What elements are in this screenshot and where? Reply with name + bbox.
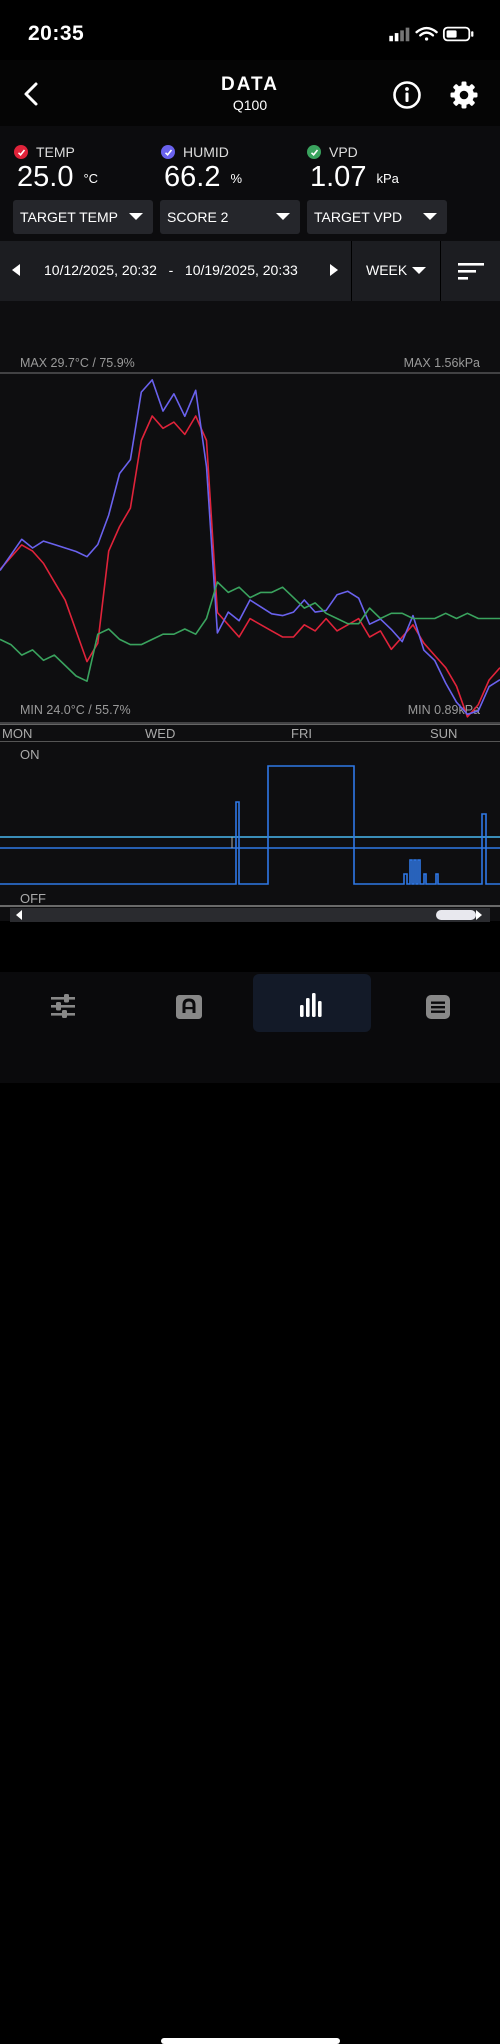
date-range-text: 10/12/2025, 20:32 - 10/19/2025, 20:33 [44,262,298,278]
range-end: 10/19/2025, 20:33 [184,262,298,278]
target-temp-dropdown[interactable]: TARGET TEMP [13,200,153,234]
check-icon [14,145,28,159]
line-chart[interactable] [0,370,500,725]
axis-line [0,724,500,725]
vpd-unit: kPa [376,170,399,186]
scroll-left-arrow[interactable] [16,910,22,920]
tab-logs[interactable] [378,974,496,1032]
humid-value: 66.2 [164,161,221,193]
score-dropdown[interactable]: SCORE 2 [160,200,300,234]
max-label: MAX 29.7°C / 75.9% [20,356,135,370]
scroll-right-arrow[interactable] [476,910,482,920]
readings-panel: TEMP 25.0 °C HUMID 66.2% VPD 1.07 kPa TARG… [0,126,500,241]
humid-reading: HUMID 66.2% [161,144,242,194]
min-label: MIN 24.0°C / 55.7% [20,703,131,717]
tick-label-wed: WED [145,726,176,741]
target-vpd-dropdown[interactable]: TARGET VPD [307,200,447,234]
chevron-down-icon [412,267,426,274]
chart-area [0,301,500,921]
tab-bar [0,972,500,2044]
off-label: OFF [20,891,46,906]
dropdown-label: TARGET VPD [314,209,403,225]
header: DATA Q100 [0,60,500,126]
chevron-down-icon [129,213,143,220]
dropdown-label: TARGET TEMP [20,209,119,225]
back-button[interactable] [18,80,46,108]
dropdown-label: SCORE 2 [167,209,229,225]
scroll-thumb[interactable] [436,910,476,920]
temp-reading: TEMP 25.0 °C [14,144,98,194]
wifi-icon [415,26,438,41]
vpd-label: VPD [329,144,358,160]
gear-icon[interactable] [449,80,479,110]
humid-label: HUMID [183,144,229,160]
temp-series-line [0,415,500,718]
vpd-value: 1.07 [310,161,367,193]
info-icon[interactable] [392,80,422,110]
humid-unit: % [230,170,243,186]
battery-icon [442,26,474,42]
home-indicator [161,2038,340,2044]
page-title: DATA [221,74,279,95]
status-bar: 20:35 [0,0,500,70]
automation-icon [176,995,202,1019]
next-range-button[interactable] [330,264,338,276]
temp-label: TEMP [36,144,75,160]
min-vpd-label: MIN 0.89kPa [407,703,480,717]
tab-automation[interactable] [130,974,248,1032]
tick-label-mon: MON [2,726,33,741]
range-separator: - [168,262,174,278]
axis-line [0,741,500,742]
vpd-reading: VPD 1.07 kPa [307,144,399,194]
divider [351,241,352,301]
list-icon [426,995,450,1019]
chart-scrollbar[interactable] [10,908,490,922]
sort-icon[interactable] [458,261,484,281]
chevron-down-icon [276,213,290,220]
on-label: ON [20,747,40,762]
max-vpd-label: MAX 1.56kPa [403,356,480,370]
status-icons [389,26,474,42]
device-name: Q100 [232,97,268,113]
tab-data[interactable] [253,974,371,1032]
tab-controls[interactable] [4,974,122,1032]
range-start: 10/12/2025, 20:32 [44,262,157,278]
bar-chart-icon [300,993,322,1017]
on-off-chart [0,765,500,907]
previous-range-button[interactable] [12,264,20,276]
divider [440,241,441,301]
tick-label-fri: FRI [291,726,312,741]
chevron-down-icon [423,213,437,220]
tick-label-sun: SUN [430,726,458,741]
outlet-state-line [0,765,500,885]
signal-icon [389,27,410,42]
humid-series-line [0,379,500,716]
temp-unit: °C [83,170,99,186]
check-icon [161,145,175,159]
temp-value: 25.0 [17,161,74,193]
vpd-series-line [0,581,500,683]
sliders-icon [51,994,75,1018]
check-icon [307,145,321,159]
date-range-bar: 10/12/2025, 20:32 - 10/19/2025, 20:33 WE… [0,241,500,301]
period-label: WEEK [366,262,408,278]
status-time: 20:35 [28,22,85,45]
